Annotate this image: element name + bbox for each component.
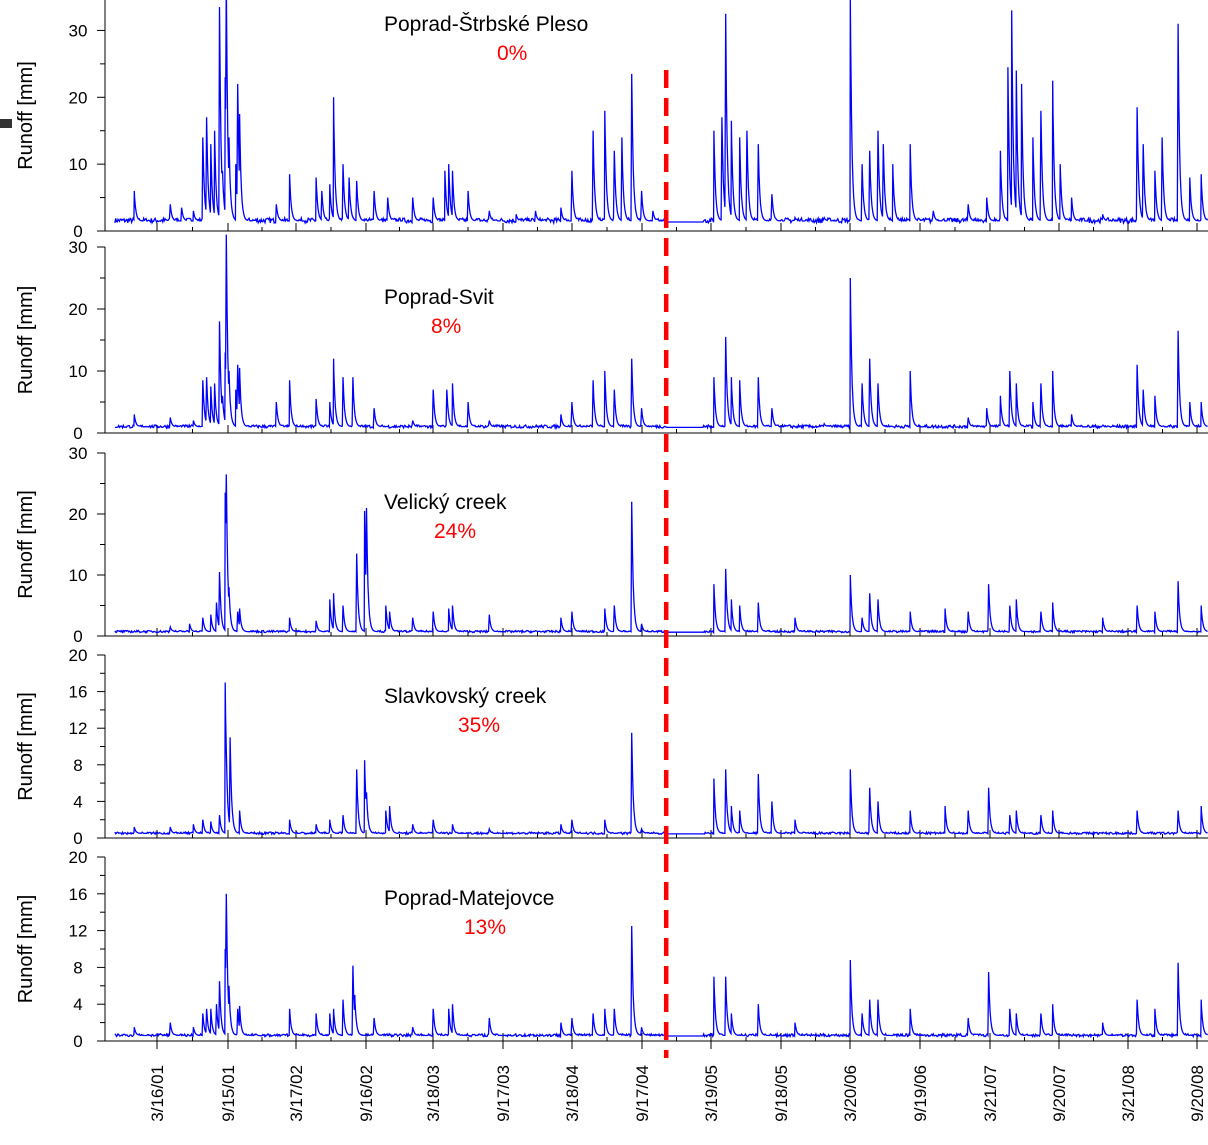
x-tick-label: 3/16/01 (148, 1065, 167, 1122)
y-axis-label: Runoff [mm] (15, 286, 37, 395)
x-tick-label: 9/20/07 (1050, 1065, 1069, 1122)
y-axis-label: Runoff [mm] (15, 895, 37, 1004)
x-tick-label: 3/20/06 (841, 1065, 860, 1122)
runoff-series-line (114, 0, 1208, 226)
x-tick-label: 9/19/06 (911, 1065, 930, 1122)
y-tick-label: 30 (69, 238, 88, 257)
y-tick-label: 0 (73, 424, 82, 443)
y-tick-label: 20 (69, 300, 88, 319)
station-name: Velický creek (384, 491, 507, 514)
station-percent: 0% (497, 42, 527, 65)
x-tick-label: 9/18/05 (772, 1065, 791, 1122)
station-percent: 8% (431, 315, 461, 338)
y-tick-label: 0 (73, 829, 82, 848)
y-axis-label: Runoff [mm] (15, 61, 37, 170)
station-name: Poprad-Štrbské Pleso (384, 13, 588, 36)
x-tick-label: 3/18/03 (424, 1065, 443, 1122)
y-tick-label: 0 (73, 222, 82, 241)
y-tick-label: 20 (69, 88, 88, 107)
x-tick-label: 9/15/01 (219, 1065, 238, 1122)
x-tick-label: 3/19/05 (702, 1065, 721, 1122)
x-tick-label: 3/17/02 (287, 1065, 306, 1122)
x-tick-label: 3/21/08 (1119, 1065, 1138, 1122)
y-tick-label: 16 (69, 885, 88, 904)
y-tick-label: 8 (73, 756, 82, 775)
y-tick-label: 30 (69, 444, 88, 463)
x-tick-label: 9/17/03 (494, 1065, 513, 1122)
y-axis-label: Runoff [mm] (15, 490, 37, 599)
station-percent: 35% (458, 714, 500, 737)
runoff-series-line (114, 682, 1208, 837)
y-axis-label: Runoff [mm] (15, 692, 37, 801)
y-tick-label: 4 (73, 995, 82, 1014)
x-tick-label: 9/20/08 (1188, 1065, 1207, 1122)
station-name: Slavkovský creek (384, 685, 547, 708)
station-percent: 24% (434, 520, 476, 543)
y-tick-label: 12 (69, 719, 88, 738)
y-tick-label: 20 (69, 848, 88, 867)
y-tick-label: 16 (69, 683, 88, 702)
y-tick-label: 4 (73, 792, 82, 811)
y-tick-label: 10 (69, 566, 88, 585)
y-tick-label: 10 (69, 362, 88, 381)
y-tick-label: 20 (69, 505, 88, 524)
x-tick-label: 3/21/07 (981, 1065, 1000, 1122)
x-tick-label: 9/16/02 (357, 1065, 376, 1122)
y-tick-label: 30 (69, 21, 88, 40)
edge-marker (0, 119, 12, 128)
station-name: Poprad-Svit (384, 286, 494, 309)
runoff-series-line (114, 893, 1208, 1039)
y-tick-label: 0 (73, 1032, 82, 1051)
y-tick-label: 10 (69, 155, 88, 174)
y-tick-label: 12 (69, 922, 88, 941)
station-name: Poprad-Matejovce (384, 887, 554, 910)
x-tick-label: 9/17/04 (633, 1065, 652, 1122)
y-tick-label: 8 (73, 958, 82, 977)
y-tick-label: 0 (73, 627, 82, 646)
y-tick-label: 20 (69, 646, 88, 665)
x-tick-label: 3/18/04 (563, 1065, 582, 1122)
station-percent: 13% (464, 916, 506, 939)
runoff-series-line (114, 474, 1208, 635)
runoff-series-line (114, 234, 1208, 431)
